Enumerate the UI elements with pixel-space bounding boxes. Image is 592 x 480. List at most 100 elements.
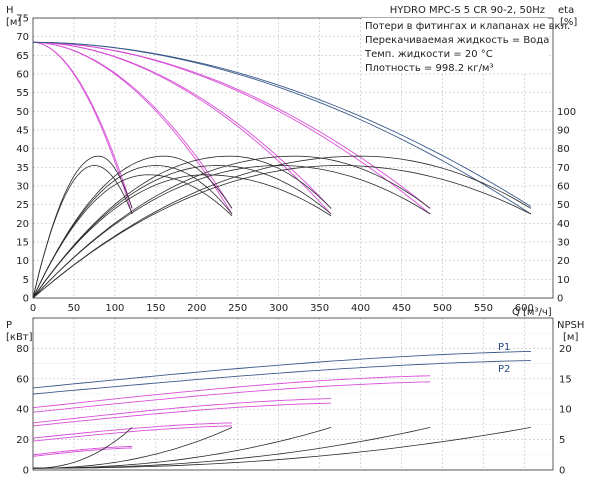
top-right-tick: 70	[557, 163, 570, 174]
series-label-p1: P1	[498, 342, 510, 353]
efficiency-curve-9	[32, 165, 431, 299]
x-tick: 500	[433, 303, 452, 314]
head-curve-5	[32, 41, 332, 209]
x-tick: 150	[146, 303, 165, 314]
info-line-1: Потери в фитингах и клапанах не вкл.	[365, 21, 570, 32]
tick-labels: 0510152025303540455055606570750102030405…	[16, 14, 576, 477]
top-left-tick: 50	[16, 107, 29, 118]
bottom-right-tick: 0	[559, 466, 565, 477]
efficiency-curve-3	[32, 165, 233, 299]
npsh-curve-4	[33, 427, 531, 469]
bottom-right-axis-label: NPSH	[557, 320, 584, 331]
bottom-right-axis-unit: [м]	[563, 332, 578, 343]
npsh-curve-3	[33, 427, 431, 469]
efficiency-curve-0	[32, 155, 133, 299]
head-curve-1	[32, 41, 133, 209]
power-curve-1	[32, 360, 531, 395]
x-axis-label: Q	[512, 307, 520, 318]
power-curve-9	[32, 447, 133, 457]
top-left-tick: 15	[16, 238, 29, 249]
top-left-tick: 35	[16, 163, 29, 174]
top-right-tick: 60	[557, 182, 570, 193]
top-left-axis-unit: [м]	[6, 17, 21, 28]
efficiency-curve-10	[32, 155, 532, 299]
top-left-tick: 5	[23, 275, 29, 286]
head-curve-2	[32, 41, 233, 215]
top-right-tick: 100	[557, 107, 576, 118]
top-left-tick: 25	[16, 200, 29, 211]
top-grid	[32, 17, 553, 299]
top-curves	[32, 41, 532, 299]
top-left-tick: 0	[23, 294, 29, 305]
head-curve-7	[32, 41, 431, 209]
top-left-tick: 40	[16, 144, 29, 155]
top-right-tick: 20	[557, 256, 570, 267]
bottom-left-tick: 80	[16, 344, 29, 355]
x-tick: 100	[105, 303, 124, 314]
bottom-right-tick: 10	[559, 405, 572, 416]
bottom-right-tick: 15	[559, 374, 572, 385]
top-right-axis-label: eta	[558, 5, 574, 16]
efficiency-curve-1	[32, 165, 133, 299]
efficiency-curve-6	[32, 165, 332, 299]
top-left-tick: 55	[16, 88, 29, 99]
bottom-left-tick: 20	[16, 435, 29, 446]
power-curve-5	[32, 402, 332, 427]
power-curve-6	[32, 422, 233, 439]
top-left-axis-label: H	[6, 5, 14, 16]
top-left-tick: 45	[16, 126, 29, 137]
efficiency-curve-4	[32, 174, 233, 299]
info-box-bg	[362, 18, 548, 72]
series-label-p2: P2	[498, 364, 510, 375]
bottom-curves	[32, 350, 531, 469]
x-tick: 0	[30, 303, 36, 314]
top-left-tick: 20	[16, 219, 29, 230]
top-right-tick: 50	[557, 200, 570, 211]
x-tick: 250	[228, 303, 247, 314]
power-curve-7	[32, 425, 233, 442]
npsh-curve-0	[33, 427, 133, 469]
bottom-plot-frame	[32, 317, 554, 471]
x-tick: 600	[515, 303, 534, 314]
top-right-tick: 0	[557, 294, 563, 305]
info-line-4: Плотность = 998.2 кг/м³	[365, 63, 494, 74]
x-tick: 550	[474, 303, 493, 314]
x-tick: 400	[351, 303, 370, 314]
x-tick: 50	[68, 303, 81, 314]
head-curve-0	[32, 41, 133, 215]
npsh-curve-1	[33, 427, 233, 469]
top-right-tick: 40	[557, 219, 570, 230]
x-axis-unit: [м³/ч]	[523, 307, 552, 318]
power-curve-3	[32, 381, 431, 413]
x-tick: 450	[392, 303, 411, 314]
plot-frames	[32, 17, 554, 471]
npsh-curve-2	[33, 427, 332, 469]
top-left-tick: 10	[16, 256, 29, 267]
power-curve-8	[32, 445, 133, 456]
bottom-right-tick: 5	[559, 435, 565, 446]
info-line-2: Перекачиваемая жидкость = Вода	[365, 35, 549, 46]
top-left-tick: 70	[16, 32, 29, 43]
top-right-tick: 80	[557, 144, 570, 155]
bottom-left-tick: 0	[23, 466, 29, 477]
top-right-tick: 90	[557, 126, 570, 137]
info-line-3: Темп. жидкости = 20 °C	[364, 49, 493, 60]
power-curve-2	[32, 375, 431, 409]
efficiency-curve-8	[32, 155, 431, 299]
top-left-tick: 60	[16, 70, 29, 81]
x-tick: 300	[269, 303, 288, 314]
top-plot-frame	[32, 17, 554, 299]
top-right-tick: 10	[557, 275, 570, 286]
top-left-tick: 65	[16, 51, 29, 62]
chart-title: HYDRO MPC-S 5 CR 90-2, 50Hz	[390, 5, 545, 16]
head-curve-9	[32, 41, 532, 207]
bottom-left-tick: 60	[16, 374, 29, 385]
bottom-right-tick: 20	[559, 344, 572, 355]
top-right-tick: 30	[557, 238, 570, 249]
efficiency-curve-2	[32, 155, 233, 299]
x-tick: 200	[187, 303, 206, 314]
bottom-left-axis-unit: [кВт]	[6, 332, 33, 343]
efficiency-curve-5	[32, 155, 332, 299]
efficiency-curve-7	[32, 174, 332, 299]
